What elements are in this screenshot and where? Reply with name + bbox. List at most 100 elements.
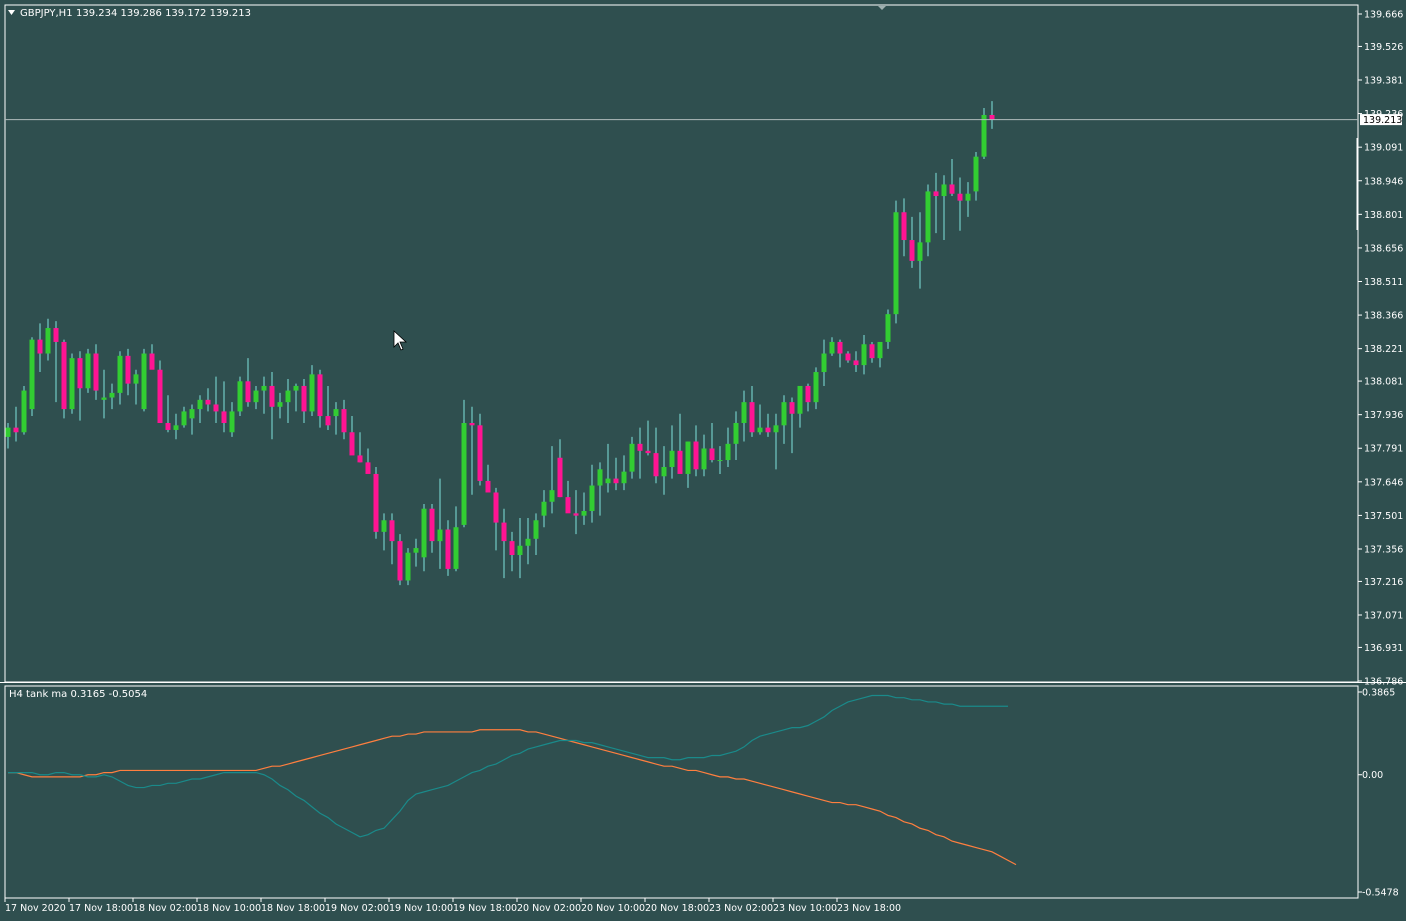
candle[interactable] — [85, 348, 91, 393]
candle[interactable] — [501, 508, 507, 579]
candle[interactable] — [565, 480, 571, 514]
candle[interactable] — [53, 321, 59, 403]
candle[interactable] — [357, 432, 363, 463]
candle[interactable] — [621, 455, 627, 491]
candle[interactable] — [349, 416, 355, 456]
candle[interactable] — [117, 351, 123, 405]
candle[interactable] — [685, 441, 691, 488]
candle[interactable] — [493, 487, 499, 551]
candle[interactable] — [965, 182, 971, 217]
candle[interactable] — [525, 517, 531, 565]
candle[interactable] — [701, 434, 707, 477]
candle[interactable] — [389, 513, 395, 565]
candle[interactable] — [837, 339, 843, 368]
candle[interactable] — [277, 392, 283, 419]
candle[interactable] — [461, 399, 467, 528]
candle[interactable] — [45, 318, 51, 361]
candle[interactable] — [925, 184, 931, 257]
candle[interactable] — [149, 344, 155, 370]
candle[interactable] — [397, 534, 403, 586]
candle[interactable] — [853, 351, 859, 373]
candle[interactable] — [485, 464, 491, 493]
candle[interactable] — [109, 383, 115, 410]
candle[interactable] — [69, 353, 75, 414]
candle[interactable] — [597, 462, 603, 516]
candle[interactable] — [989, 101, 995, 129]
candle[interactable] — [933, 172, 939, 234]
candle[interactable] — [317, 369, 323, 428]
candle[interactable] — [125, 348, 131, 396]
candle[interactable] — [437, 478, 443, 569]
candle[interactable] — [77, 351, 83, 421]
candle[interactable] — [213, 376, 219, 424]
candle[interactable] — [29, 337, 35, 417]
candle[interactable] — [285, 378, 291, 424]
candle[interactable] — [325, 385, 331, 430]
candle[interactable] — [261, 376, 267, 414]
candle[interactable] — [917, 212, 923, 289]
candle[interactable] — [733, 411, 739, 461]
candle[interactable] — [541, 490, 547, 528]
candle[interactable] — [509, 531, 515, 572]
candle[interactable] — [877, 341, 883, 368]
candle[interactable] — [581, 492, 587, 525]
candle[interactable] — [813, 367, 819, 410]
candle[interactable] — [893, 200, 899, 324]
candle[interactable] — [573, 490, 579, 535]
candle[interactable] — [653, 427, 659, 484]
candle[interactable] — [341, 399, 347, 440]
candle[interactable] — [237, 376, 243, 417]
candle[interactable] — [957, 177, 963, 231]
candle[interactable] — [805, 383, 811, 412]
candle[interactable] — [885, 309, 891, 349]
candle[interactable] — [669, 425, 675, 479]
candle[interactable] — [37, 323, 43, 373]
candle[interactable] — [141, 348, 147, 412]
candle[interactable] — [861, 334, 867, 375]
candle[interactable] — [165, 395, 171, 433]
candle[interactable] — [709, 423, 715, 463]
candle[interactable] — [901, 198, 907, 257]
candle[interactable] — [365, 448, 371, 474]
candle[interactable] — [973, 152, 979, 201]
candle[interactable] — [309, 365, 315, 417]
candle[interactable] — [269, 372, 275, 440]
candle[interactable] — [477, 413, 483, 486]
candle[interactable] — [949, 158, 955, 197]
candle[interactable] — [613, 457, 619, 491]
candle[interactable] — [589, 464, 595, 523]
candle[interactable] — [405, 548, 411, 586]
candle[interactable] — [981, 108, 987, 159]
candle[interactable] — [293, 383, 299, 412]
candle[interactable] — [605, 443, 611, 493]
candle[interactable] — [677, 413, 683, 474]
candle[interactable] — [533, 513, 539, 556]
candle[interactable] — [909, 216, 915, 268]
candle[interactable] — [941, 175, 947, 241]
candle[interactable] — [101, 369, 107, 419]
candle[interactable] — [757, 404, 763, 435]
candle[interactable] — [301, 378, 307, 424]
candle[interactable] — [157, 360, 163, 424]
candle[interactable] — [181, 406, 187, 428]
candle[interactable] — [517, 517, 523, 579]
candle[interactable] — [93, 344, 99, 400]
candle[interactable] — [253, 385, 259, 410]
candle[interactable] — [381, 513, 387, 551]
candle[interactable] — [469, 406, 475, 495]
candle[interactable] — [789, 397, 795, 454]
candle[interactable] — [749, 385, 755, 437]
candle[interactable] — [845, 351, 851, 363]
candle[interactable] — [21, 385, 27, 435]
candle[interactable] — [421, 504, 427, 572]
symbol-menu-icon[interactable] — [8, 10, 15, 15]
candle[interactable] — [373, 467, 379, 539]
candle[interactable] — [821, 339, 827, 386]
candle[interactable] — [13, 406, 19, 442]
candle[interactable] — [333, 402, 339, 435]
candle[interactable] — [549, 446, 555, 514]
candle[interactable] — [5, 423, 11, 449]
candle[interactable] — [245, 358, 251, 407]
candle[interactable] — [429, 504, 435, 553]
